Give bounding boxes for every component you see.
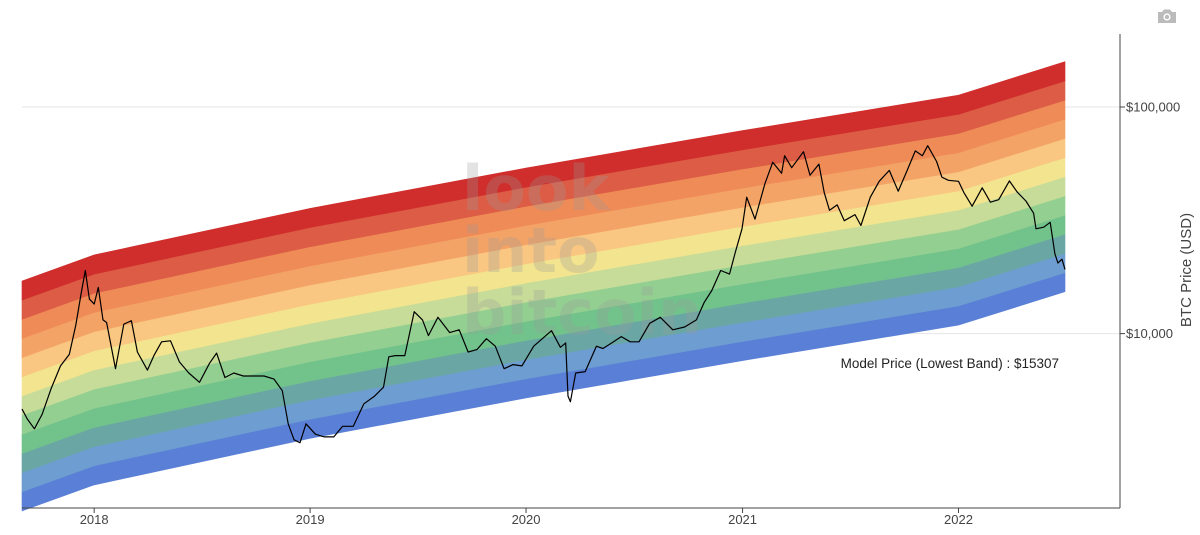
rainbow-band-11 [21, 61, 1066, 301]
watermark-line-3: bitcoin [462, 276, 702, 349]
x-tick-label-2: 2020 [512, 512, 541, 527]
camera-icon[interactable] [1157, 8, 1177, 24]
y-axis-title: BTC Price (USD) [1178, 213, 1195, 327]
x-tick-label-3: 2021 [728, 512, 757, 527]
price-line [21, 145, 1066, 444]
y-tick-label-0: $10,000 [1126, 326, 1173, 341]
model-price-annotation: Model Price (Lowest Band) : $15307 [841, 356, 1059, 371]
watermark-line-1: look [462, 152, 611, 225]
x-tick-label-1: 2019 [296, 512, 325, 527]
x-axis-ticks: 2018 2019 2020 2021 2022 [80, 508, 973, 527]
watermark: look into bitcoin [462, 152, 702, 349]
y-tick-label-1: $100,000 [1126, 100, 1180, 115]
watermark-line-2: into [462, 214, 600, 287]
rainbow-bands [21, 61, 1066, 512]
x-tick-label-0: 2018 [80, 512, 109, 527]
x-tick-label-4: 2022 [944, 512, 973, 527]
plot-frame [22, 34, 1121, 509]
price-series [21, 145, 1066, 444]
y-axis-ticks: $10,000 $100,000 [1120, 100, 1180, 341]
